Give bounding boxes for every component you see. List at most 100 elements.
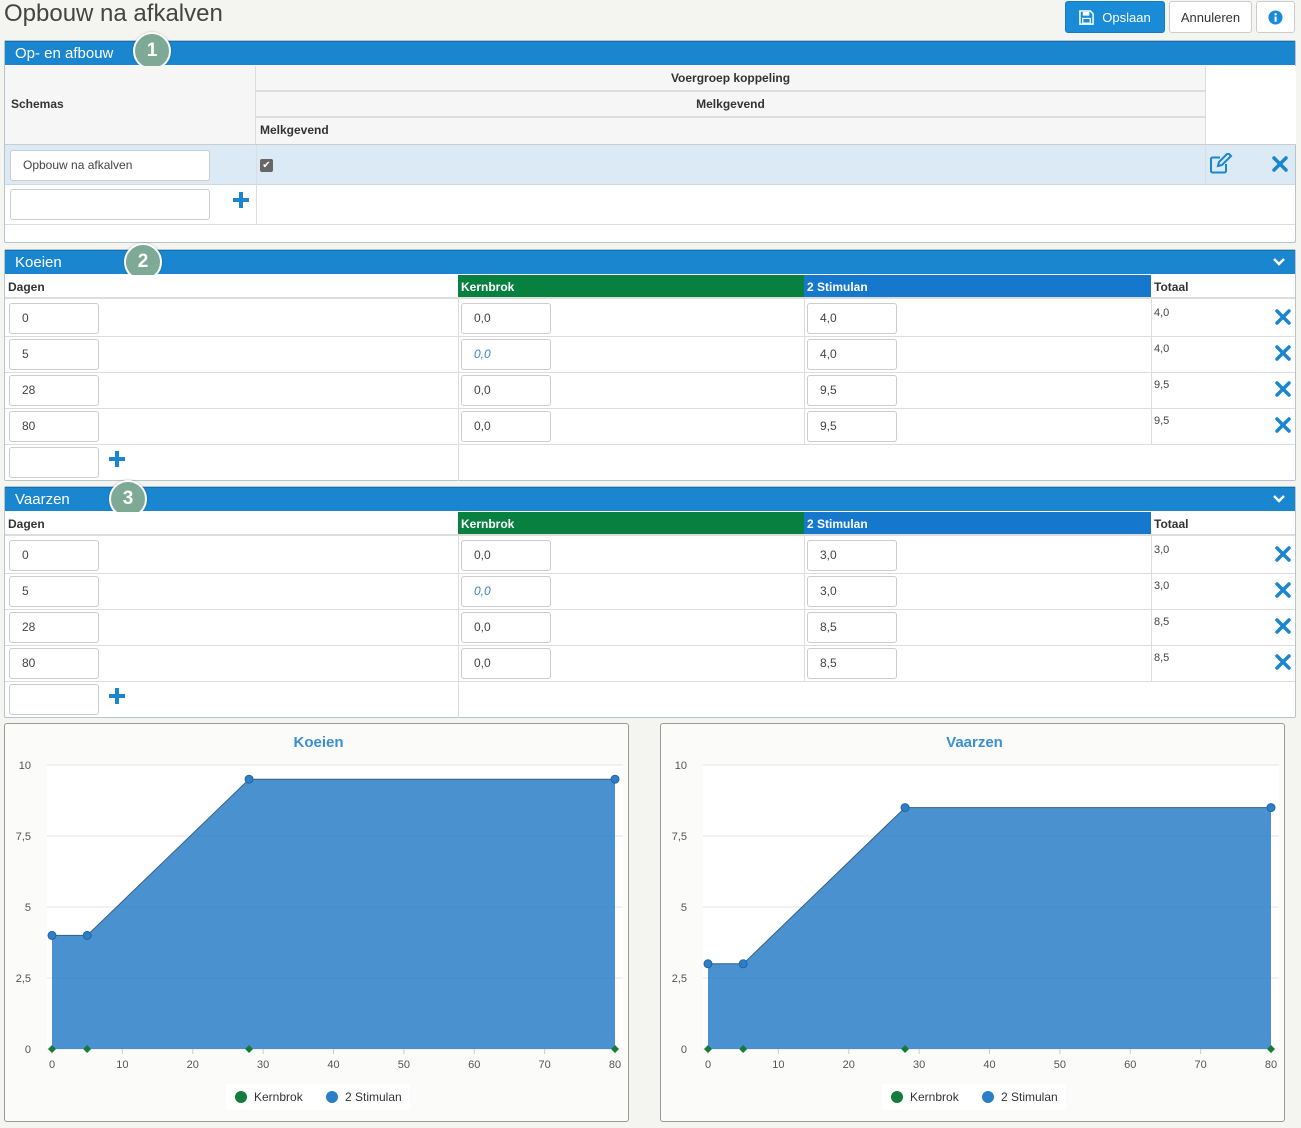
add-schema-row (5, 185, 1295, 225)
divider (1205, 145, 1206, 185)
y-tick-label: 5 (25, 902, 31, 914)
save-button[interactable]: Opslaan (1065, 1, 1165, 33)
delete-icon[interactable] (1275, 381, 1291, 397)
melkgevend-checkbox[interactable]: ✔ (260, 159, 273, 172)
delete-icon[interactable] (1275, 582, 1291, 598)
point-stimulan (244, 774, 254, 784)
point-stimulan (47, 930, 57, 940)
kernbrok-input[interactable]: 0,0 (461, 339, 551, 370)
dagen-input[interactable]: 0 (9, 540, 99, 571)
delete-icon[interactable] (1272, 156, 1288, 172)
new-schema-input[interactable] (10, 189, 210, 220)
legend-marker-kernbrok (891, 1091, 903, 1103)
point-kernbrok (704, 1045, 712, 1053)
column-header-actions (1205, 66, 1296, 145)
table-row (5, 610, 1295, 646)
dagen-input[interactable]: 28 (9, 612, 99, 643)
stimulan-input[interactable]: 3,0 (807, 540, 897, 571)
column-header-schemas: Schemas (5, 66, 256, 145)
save-label: Opslaan (1102, 9, 1151, 25)
new-dagen-input[interactable] (9, 684, 99, 715)
area-stimulan (52, 779, 615, 1049)
info-button[interactable] (1256, 1, 1295, 33)
dagen-input[interactable]: 80 (9, 648, 99, 679)
stimulan-input[interactable]: 3,0 (807, 576, 897, 607)
legend-box (226, 1084, 410, 1110)
y-tick-label: 10 (19, 760, 31, 772)
chart-title: Vaarzen (946, 734, 1003, 751)
totaal-value: 3,0 (1154, 580, 1170, 592)
totaal-value: 3,0 (1154, 544, 1170, 556)
x-tick-label: 70 (539, 1059, 551, 1071)
kernbrok-input[interactable]: 0,0 (461, 375, 551, 406)
column-header-sub2: Melkgevend (256, 118, 1205, 145)
delete-icon[interactable] (1275, 309, 1291, 325)
kernbrok-input[interactable]: 0,0 (461, 540, 551, 571)
x-tick-label: 30 (257, 1059, 269, 1071)
x-tick-label: 0 (705, 1059, 711, 1071)
dagen-input[interactable]: 28 (9, 375, 99, 406)
point-kernbrok (48, 1045, 56, 1053)
y-tick-label: 2,5 (16, 973, 31, 985)
point-kernbrok (83, 1045, 92, 1053)
totaal-value: 9,5 (1154, 379, 1170, 391)
legend-label-stimulan: 2 Stimulan (1001, 1090, 1058, 1104)
x-tick-label: 10 (772, 1059, 784, 1071)
delete-icon[interactable] (1275, 618, 1291, 634)
line-stimulan (708, 807, 1271, 965)
section-header: Vaarzen (5, 487, 1295, 511)
delete-icon[interactable] (1275, 417, 1291, 433)
stimulan-input[interactable]: 4,0 (807, 339, 897, 370)
column-header-dagen: Dagen (5, 512, 458, 536)
divider (1151, 536, 1152, 682)
legend-marker-kernbrok (235, 1091, 247, 1103)
column-header-kernbrok: Kernbrok (458, 275, 804, 299)
new-dagen-input[interactable] (9, 447, 99, 478)
legend-label-kernbrok: Kernbrok (254, 1090, 304, 1104)
delete-icon[interactable] (1275, 546, 1291, 562)
divider (804, 536, 805, 682)
stimulan-input[interactable]: 9,5 (807, 375, 897, 406)
kernbrok-input[interactable]: 0,0 (461, 648, 551, 679)
section-title: Vaarzen (15, 491, 70, 508)
cancel-button[interactable]: Annuleren (1169, 1, 1252, 33)
dagen-input[interactable]: 0 (9, 303, 99, 334)
chevron-down-icon[interactable] (1273, 257, 1285, 267)
dagen-input[interactable]: 5 (9, 576, 99, 607)
delete-icon[interactable] (1275, 654, 1291, 670)
x-tick-label: 20 (843, 1059, 855, 1071)
stimulan-input[interactable]: 4,0 (807, 303, 897, 334)
table-row (5, 337, 1295, 373)
column-header-group: Voergroep koppeling (256, 66, 1205, 92)
add-icon[interactable] (108, 450, 126, 468)
add-icon[interactable] (232, 191, 250, 209)
stimulan-input[interactable]: 8,5 (807, 648, 897, 679)
legend-label-stimulan: 2 Stimulan (345, 1090, 402, 1104)
kernbrok-input[interactable]: 0,0 (461, 612, 551, 643)
x-tick-label: 30 (913, 1059, 925, 1071)
edit-icon[interactable] (1209, 153, 1233, 175)
point-kernbrok (1267, 1045, 1275, 1053)
stimulan-input[interactable]: 9,5 (807, 411, 897, 442)
kernbrok-input[interactable]: 0,0 (461, 303, 551, 334)
divider (1151, 299, 1152, 445)
section-header: Op- en afbouw (5, 41, 1295, 65)
chart-koeien: Koeien 0 2,5 5 7,5 10 0 10 20 30 40 50 60 70 80 Kernbro… (4, 723, 629, 1122)
kernbrok-input[interactable]: 0,0 (461, 411, 551, 442)
dagen-input[interactable]: 80 (9, 411, 99, 442)
dagen-input[interactable]: 5 (9, 339, 99, 370)
section-op-en-afbouw: Op- en afbouw 1 Schemas Voergroep koppel… (4, 32, 1296, 243)
schema-name-input[interactable]: Opbouw na afkalven (10, 150, 210, 181)
add-icon[interactable] (108, 687, 126, 705)
stimulan-input[interactable]: 8,5 (807, 612, 897, 643)
delete-icon[interactable] (1275, 345, 1291, 361)
x-tick-label: 40 (327, 1059, 339, 1071)
column-header-dagen: Dagen (5, 275, 458, 299)
schema-row[interactable] (5, 145, 1295, 185)
chart-svg: Vaarzen 0 2,5 5 7,5 10 0 10 20 30 40 50 60 70 80 Kernbr… (672, 734, 1279, 1110)
step-badge: 2 (124, 243, 162, 281)
chart-vaarzen: Vaarzen 0 2,5 5 7,5 10 0 10 20 30 40 50 60 70 80 Kernbr… (660, 723, 1285, 1122)
table-row (5, 301, 1295, 337)
kernbrok-input[interactable]: 0,0 (461, 576, 551, 607)
chevron-down-icon[interactable] (1273, 494, 1285, 504)
